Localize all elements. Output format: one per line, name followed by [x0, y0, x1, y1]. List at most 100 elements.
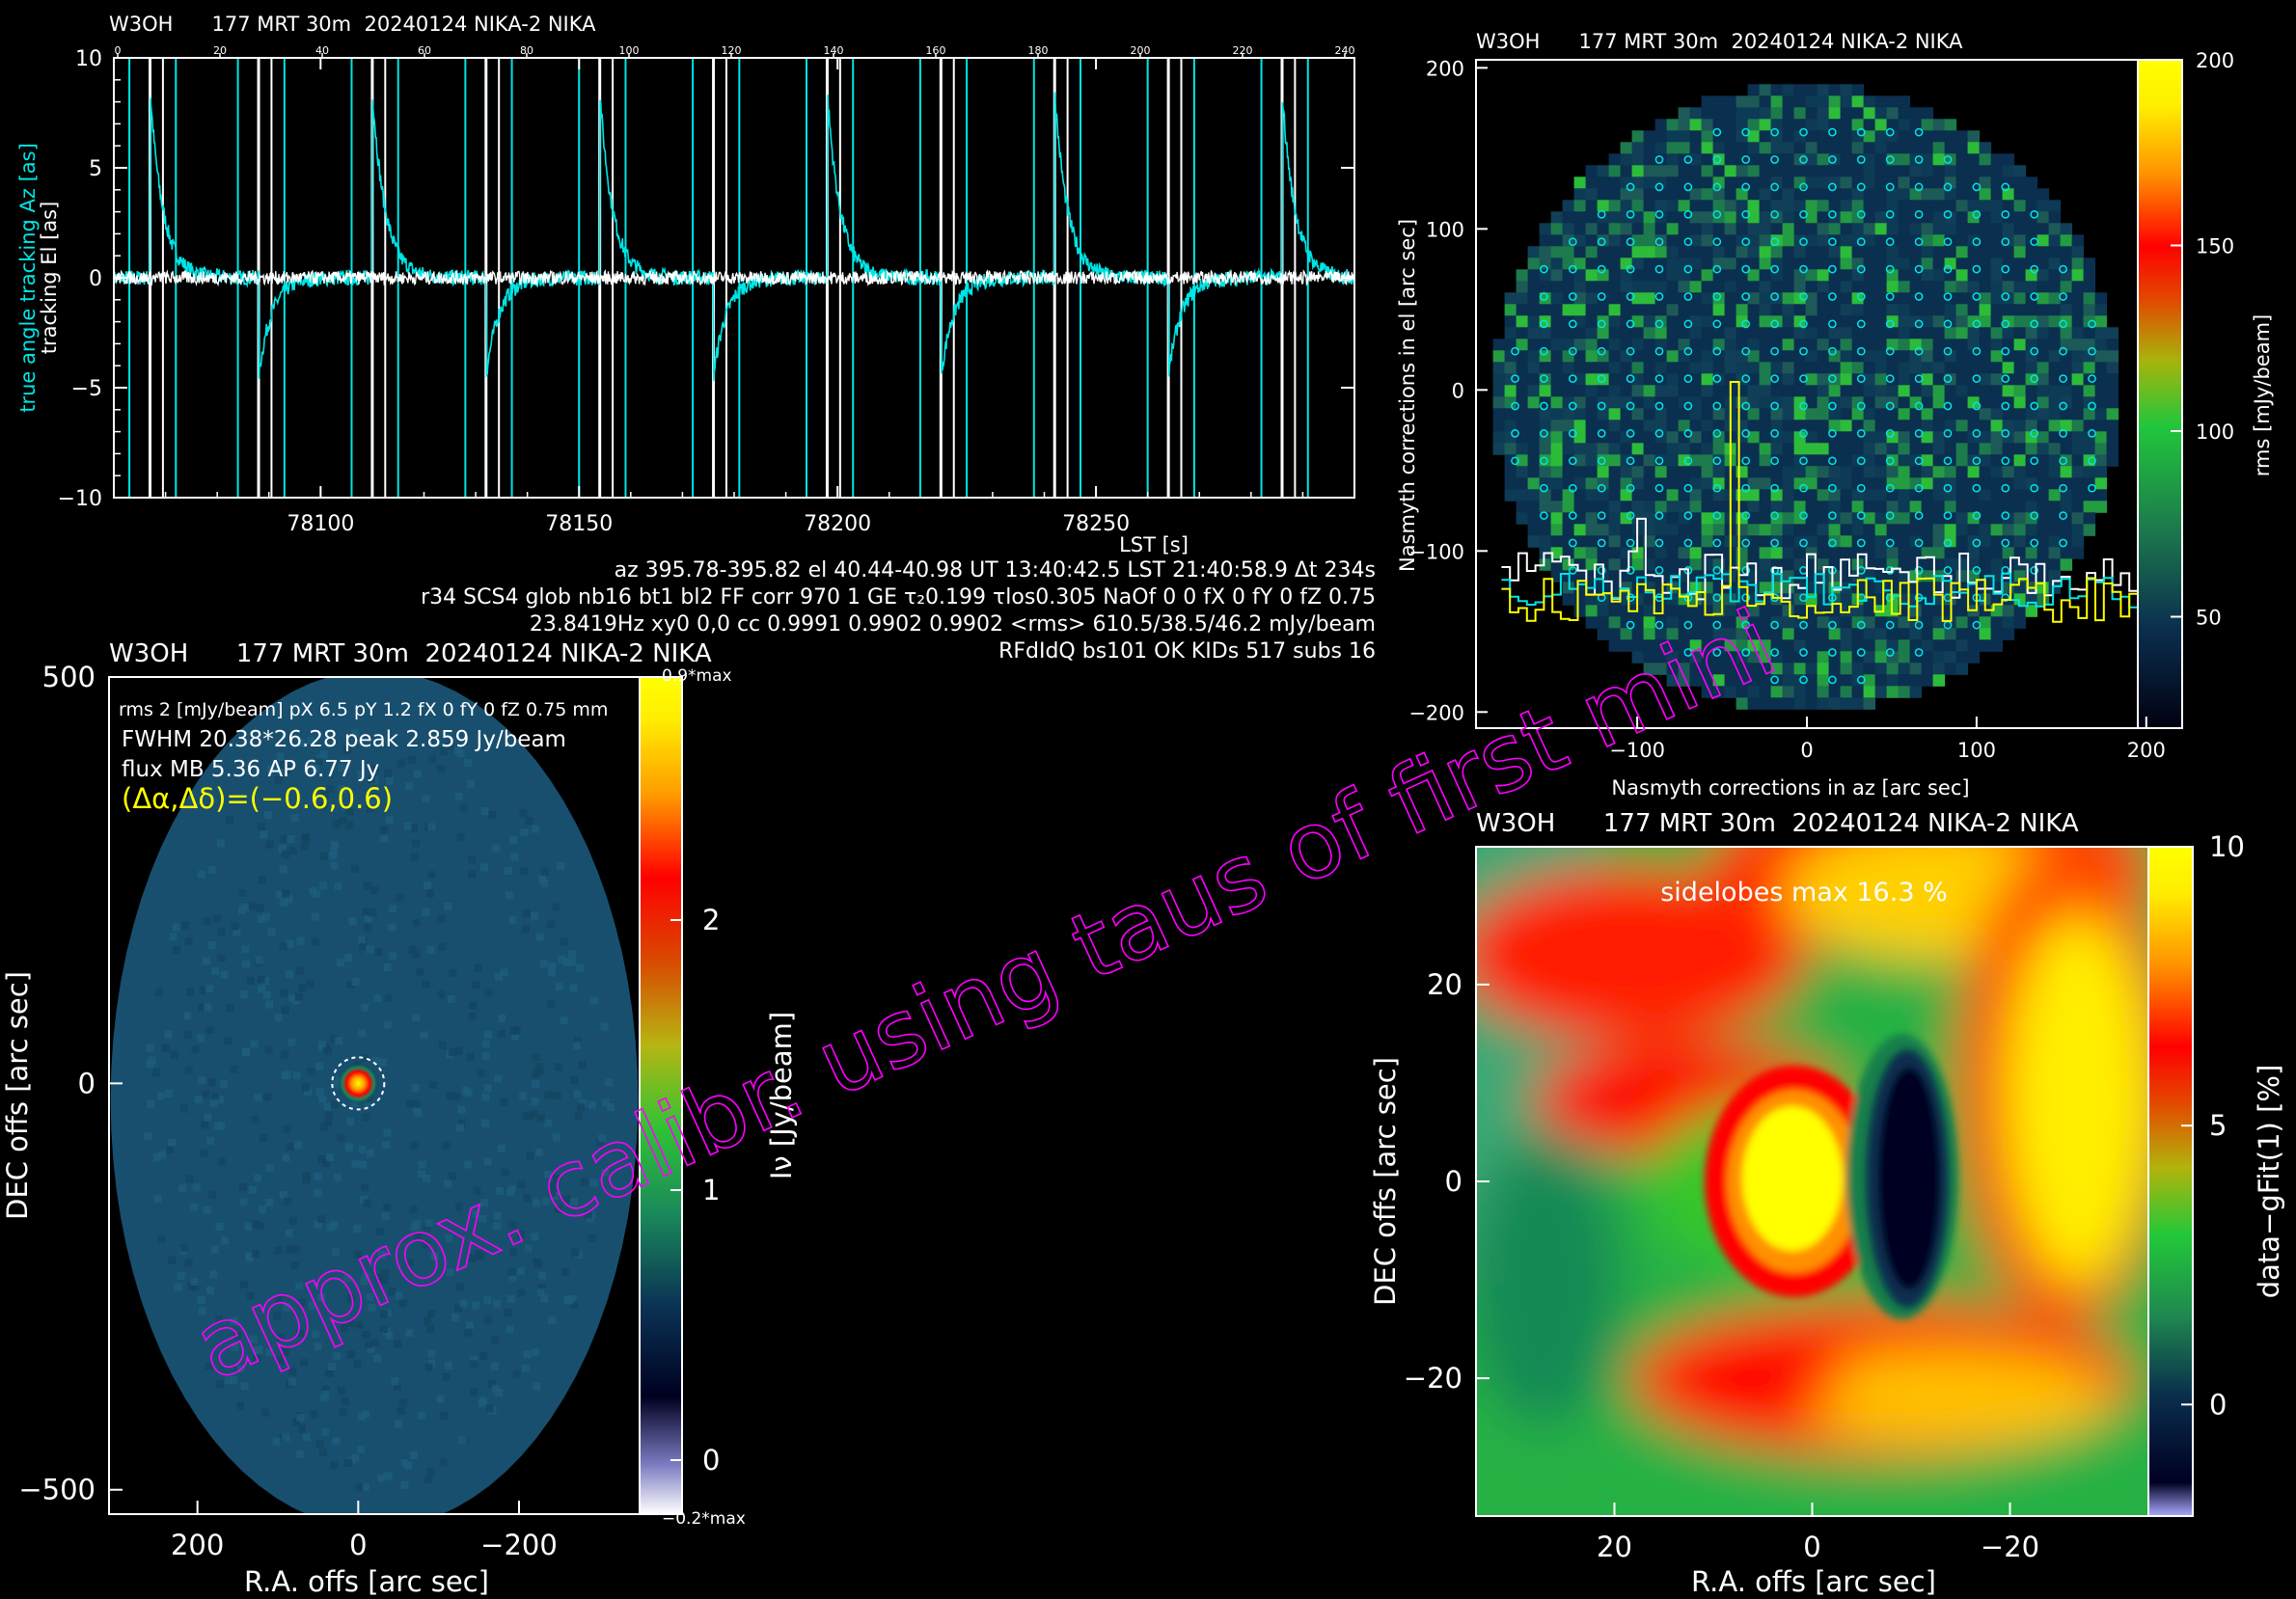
rms-cell — [1620, 524, 1633, 536]
rms-cell — [1955, 315, 1969, 328]
noise-pixel — [273, 1312, 282, 1320]
rms-cell — [2002, 246, 2015, 258]
noise-pixel — [251, 1250, 260, 1258]
noise-pixel — [231, 1342, 239, 1351]
rms-cell — [1770, 443, 1784, 455]
rms-cell — [1631, 558, 1645, 571]
noise-pixel — [307, 1068, 315, 1076]
rms-cell — [1932, 524, 1946, 536]
rms-cell — [1712, 223, 1726, 235]
rms-cell — [1527, 269, 1541, 282]
rms-cell — [1782, 84, 1795, 96]
beam-y-tick-label: 500 — [42, 661, 96, 693]
rms-cell — [1898, 107, 1911, 120]
noise-pixel — [596, 1138, 605, 1147]
noise-pixel — [576, 963, 585, 972]
rms-cell — [1631, 385, 1645, 397]
noise-pixel — [254, 1345, 262, 1354]
kid-marker — [1741, 346, 1751, 356]
noise-pixel — [424, 1475, 433, 1483]
rms-cell — [2083, 443, 2096, 455]
kid-marker — [1597, 292, 1606, 301]
rms-cell — [1805, 211, 1818, 224]
rms-cell — [1793, 304, 1807, 316]
noise-pixel — [410, 1142, 419, 1151]
rms-cell — [1643, 153, 1656, 166]
rms-cell — [2025, 524, 2038, 536]
rms-cell — [2071, 292, 2085, 305]
rms-cell — [1955, 130, 1969, 143]
rms-cell — [1562, 269, 1575, 282]
rms-cell — [1585, 593, 1599, 606]
rms-cell — [1840, 107, 1853, 120]
rms-cell — [1712, 489, 1726, 501]
rms-cell — [1770, 477, 1784, 490]
rms-cell — [1712, 153, 1726, 166]
noise-pixel — [170, 1050, 178, 1059]
noise-pixel — [224, 1376, 232, 1385]
noise-pixel — [505, 866, 512, 875]
tracking-top-tick-label: 200 — [1131, 44, 1151, 57]
rms-cell — [1840, 663, 1853, 675]
rms-cell — [1979, 385, 1992, 397]
rms-cell — [1597, 431, 1610, 444]
rms-cell — [2002, 628, 2015, 640]
rms-cell — [1782, 107, 1795, 120]
rms-cell — [1712, 350, 1726, 363]
rms-cell — [2013, 477, 2027, 490]
noise-pixel — [346, 1318, 355, 1327]
noise-pixel — [334, 881, 342, 890]
kid-marker — [1626, 182, 1635, 192]
rms-cell — [1921, 385, 1934, 397]
noise-pixel — [444, 902, 452, 910]
rms-cell — [1921, 165, 1934, 177]
kid-marker — [1856, 292, 1866, 301]
kid-marker — [1654, 374, 1664, 383]
rms-cell — [1770, 200, 1784, 212]
rms-cell — [1539, 420, 1552, 432]
residual-cbar-tick-label: 5 — [2209, 1109, 2227, 1142]
rms-cell — [1840, 477, 1853, 490]
kid-marker — [1856, 648, 1866, 657]
kid-marker — [1683, 429, 1693, 438]
rms-cell — [1863, 281, 1876, 293]
rms-cell — [1585, 535, 1599, 548]
beam-cbar-bottom-label: −0.2*max — [662, 1509, 746, 1529]
rms-cell — [1620, 176, 1633, 189]
noise-pixel — [238, 889, 247, 898]
noise-pixel — [462, 1086, 471, 1095]
rms-cell — [1492, 339, 1506, 351]
rms-cell — [1909, 466, 1923, 478]
kid-marker — [1683, 319, 1693, 329]
rms-cell — [1805, 153, 1818, 166]
rms-cell — [1712, 142, 1726, 154]
rms-cell — [1793, 616, 1807, 629]
rms-cell — [1573, 176, 1587, 189]
rms-cell — [1654, 535, 1668, 548]
rms-cell — [1689, 628, 1703, 640]
rms-cell — [1620, 501, 1633, 513]
rms-cell — [1597, 466, 1610, 478]
rms-cell — [1955, 443, 1969, 455]
noise-pixel — [509, 1248, 518, 1257]
noise-pixel — [366, 1293, 374, 1301]
rms-cell — [1909, 408, 1923, 420]
noise-pixel — [454, 1304, 463, 1313]
rms-cell — [1967, 396, 1981, 409]
rms-cell — [2002, 616, 2015, 629]
rms-cell — [2083, 524, 2096, 536]
rms-cell — [1631, 651, 1645, 664]
rms-cell — [1944, 558, 1957, 571]
rms-cell — [1840, 315, 1853, 328]
noise-pixel — [330, 1100, 339, 1109]
rms-cell — [1701, 501, 1714, 513]
rms-cell — [1666, 119, 1680, 131]
rms-cell — [1747, 269, 1761, 282]
rms-cell — [1689, 501, 1703, 513]
rms-cell — [2071, 454, 2085, 467]
noise-pixel — [281, 1006, 289, 1015]
rms-cell — [1712, 119, 1726, 131]
rms-cell — [1678, 466, 1691, 478]
tracking-y-tick-label: 5 — [89, 157, 102, 181]
rms-cell — [1759, 315, 1772, 328]
